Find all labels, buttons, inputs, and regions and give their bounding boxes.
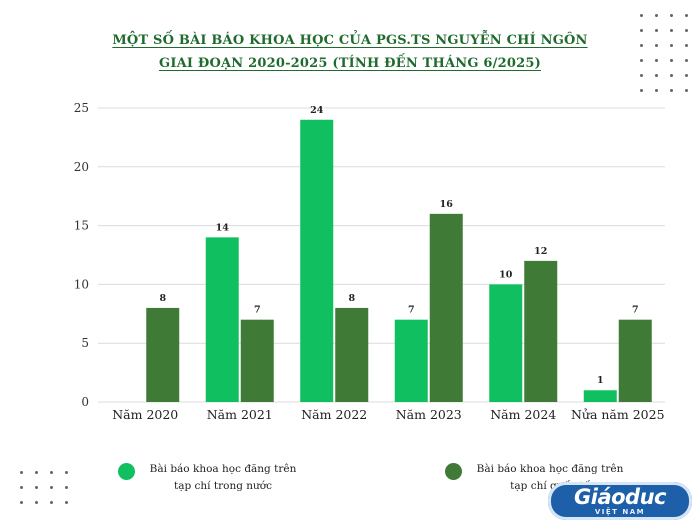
bar-international-2 (335, 307, 369, 402)
decorative-dots-top-right (640, 14, 689, 92)
legend-swatch-domestic (118, 463, 135, 480)
data-label-international-5: 7 (632, 305, 639, 316)
y-tick-label-10: 10 (74, 277, 89, 291)
chart-title-line-2: GIAI ĐOẠN 2020-2025 (TÍNH ĐẾN THÁNG 6/20… (159, 56, 541, 71)
data-label-domestic-2: 24 (310, 105, 324, 116)
data-label-domestic-5: 1 (597, 375, 604, 386)
x-tick-label-0: Năm 2020 (112, 407, 178, 422)
y-tick-label-0: 0 (81, 395, 89, 409)
y-tick-label-15: 15 (74, 219, 89, 233)
logo-subtitle: VIỆT NAM (594, 508, 646, 516)
data-label-international-4: 12 (534, 246, 547, 257)
logo-wordmark: Giáoduc (574, 485, 666, 509)
chart-title-line-1: MỘT SỐ BÀI BÁO KHOA HỌC CỦA PGS.TS NGUYỄ… (112, 33, 588, 48)
legend-swatch-international (445, 463, 462, 480)
bar-international-1 (240, 319, 274, 402)
data-label-international-1: 7 (254, 305, 261, 316)
x-tick-label-5: Nửa năm 2025 (571, 407, 665, 422)
x-tick-label-4: Năm 2024 (490, 407, 556, 422)
y-tick-label-25: 25 (74, 101, 89, 115)
decorative-dots-bottom-left (20, 471, 69, 504)
data-label-domestic-4: 10 (499, 269, 513, 280)
y-tick-label-5: 5 (81, 336, 89, 350)
bar-international-5 (618, 319, 652, 402)
data-label-international-3: 16 (440, 199, 454, 210)
data-label-domestic-1: 14 (216, 222, 230, 233)
bar-domestic-5 (583, 390, 617, 402)
legend-item-domestic: Bài báo khoa học đăng trên tạp chí trong… (118, 461, 298, 495)
data-label-international-0: 8 (159, 293, 166, 304)
bar-domestic-1 (205, 237, 239, 402)
x-tick-label-2: Năm 2022 (301, 407, 367, 422)
giaoduc-vietnam-logo: Giáoduc VIỆT NAM (548, 482, 692, 520)
bar-international-0 (146, 307, 180, 402)
bar-international-3 (429, 213, 463, 402)
x-tick-label-1: Năm 2021 (207, 407, 273, 422)
bar-international-4 (524, 260, 558, 402)
bar-domestic-4 (489, 284, 523, 402)
bar-domestic-3 (394, 319, 428, 402)
data-label-international-2: 8 (348, 293, 355, 304)
data-label-domestic-3: 7 (408, 305, 415, 316)
y-tick-label-20: 20 (74, 160, 89, 174)
x-tick-label-3: Năm 2023 (396, 407, 462, 422)
legend-label-domestic: Bài báo khoa học đăng trên tạp chí trong… (149, 463, 297, 492)
bar-domestic-2 (300, 119, 334, 402)
